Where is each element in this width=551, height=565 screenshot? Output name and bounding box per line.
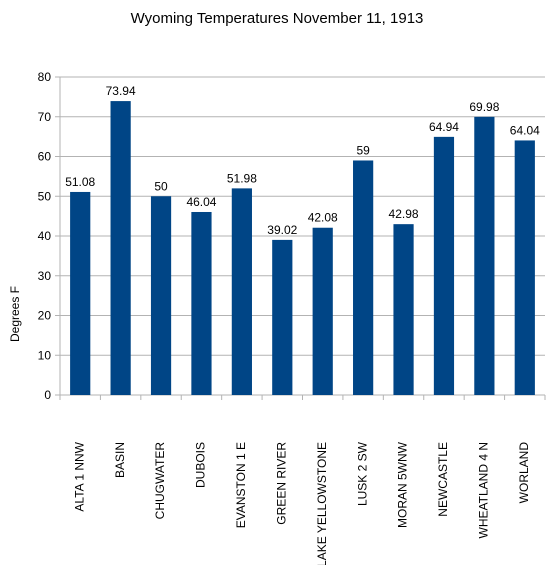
x-axis-ticks: ALTA 1 NNW BASIN CHUGWATER DUBOIS EVANSTON 1… (59, 395, 546, 565)
data-label: 50 (154, 179, 168, 193)
bar (393, 224, 414, 395)
x-category-label: EVANSTON 1 E (234, 442, 248, 528)
x-category-label: GREEN RIVER (274, 442, 288, 525)
y-tick-label: 30 (38, 269, 52, 283)
data-label: 64.94 (429, 120, 459, 134)
data-label: 42.98 (389, 207, 419, 221)
gridlines (55, 76, 545, 400)
data-labels: 51.08 73.94 50 46.04 51.98 39.02 42.08 59 42.98 6… (65, 84, 540, 237)
bars (70, 101, 535, 395)
x-category-label: LAKE YELLOWSTONE (315, 442, 329, 565)
data-label: 46.04 (186, 195, 216, 209)
data-label: 59 (356, 143, 370, 157)
bar (110, 101, 131, 395)
x-category-label: BASIN (113, 442, 127, 478)
bar (433, 136, 455, 395)
bar (312, 227, 333, 395)
bar (474, 116, 495, 395)
y-tick-label: 80 (38, 70, 52, 84)
bar (353, 160, 374, 395)
y-tick-label: 0 (44, 388, 51, 402)
x-category-label: CHUGWATER (153, 442, 167, 520)
data-label: 64.04 (510, 123, 540, 137)
x-category-label: DUBOIS (194, 442, 208, 488)
data-label: 39.02 (267, 223, 297, 237)
bar (514, 140, 535, 395)
y-tick-label: 60 (38, 150, 52, 164)
x-category-label: WHEATLAND 4 N (477, 442, 491, 538)
y-axis-ticks: 0 10 20 30 40 50 60 70 80 (38, 70, 52, 402)
y-tick-label: 70 (38, 110, 52, 124)
y-axis-label: Degrees F (8, 286, 22, 342)
y-tick-label: 10 (38, 348, 52, 362)
bar (70, 191, 91, 395)
bar (150, 196, 172, 395)
data-label: 51.98 (227, 171, 257, 185)
y-tick-label: 40 (38, 229, 52, 243)
chart-title: Wyoming Temperatures November 11, 1913 (131, 10, 424, 27)
x-category-label: ALTA 1 NNW (72, 441, 86, 511)
data-label: 69.98 (469, 100, 499, 114)
x-category-label: NEWCASTLE (436, 442, 450, 517)
y-tick-label: 50 (38, 189, 52, 203)
bar (272, 239, 293, 395)
data-label: 73.94 (106, 84, 136, 98)
data-label: 42.08 (308, 211, 338, 225)
y-tick-label: 20 (38, 309, 52, 323)
bar (191, 211, 212, 395)
data-label: 51.08 (65, 175, 95, 189)
bar (231, 188, 252, 395)
x-category-label: WORLAND (517, 442, 531, 504)
x-category-label: MORAN 5WNW (396, 441, 410, 528)
x-category-label: LUSK 2 SW (355, 441, 369, 506)
